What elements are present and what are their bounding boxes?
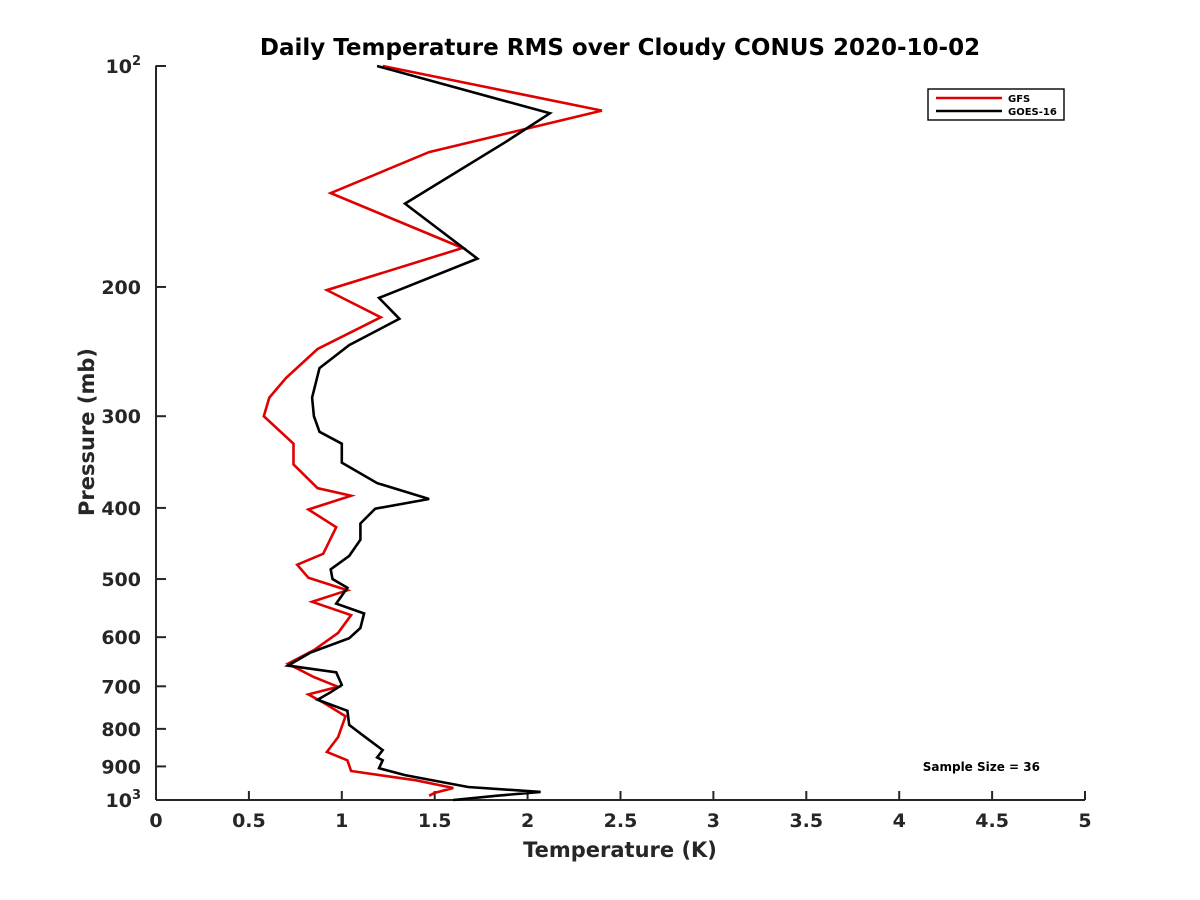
y-tick-label: 600 <box>101 627 141 649</box>
legend-label-goes-16: GOES-16 <box>1008 107 1057 118</box>
y-tick-label: 102 <box>106 54 142 78</box>
legend-box <box>927 88 1065 121</box>
y-tick-label: 700 <box>101 676 141 698</box>
series-line-gfs <box>262 64 603 797</box>
x-tick-label: 5 <box>1078 810 1091 832</box>
chart-title: Daily Temperature RMS over Cloudy CONUS … <box>260 35 980 61</box>
x-tick-label: 4.5 <box>975 810 1009 832</box>
x-tick-label: 1 <box>335 810 348 832</box>
series-line-goes-16 <box>283 64 554 802</box>
y-tick-label: 103 <box>106 788 142 812</box>
plot-area: 0 0.5 1 1.5 2 2.5 3 3.5 4 4.5 5 102 200 300 400 500 600 7… <box>101 54 1091 832</box>
x-tick-label: 2.5 <box>604 810 638 832</box>
y-tick-label: 200 <box>101 277 141 299</box>
y-tick-label: 900 <box>101 756 141 778</box>
legend: GFS GOES-16 <box>927 88 1065 121</box>
x-tick-label: 3.5 <box>789 810 823 832</box>
y-tick-label: 800 <box>101 719 141 741</box>
x-tick-label: 1.5 <box>418 810 452 832</box>
x-tick-label: 3 <box>707 810 720 832</box>
sample-size-annotation: Sample Size = 36 <box>923 760 1040 774</box>
legend-label-gfs: GFS <box>1008 94 1030 105</box>
x-axis-title: Temperature (K) <box>523 838 717 862</box>
y-axis-title: Pressure (mb) <box>75 348 99 516</box>
x-tick-label: 0 <box>149 810 162 832</box>
x-tick-label: 0.5 <box>232 810 266 832</box>
x-tick-label: 4 <box>893 810 906 832</box>
y-tick-label: 400 <box>101 498 141 520</box>
y-tick-label: 500 <box>101 569 141 591</box>
x-tick-label: 2 <box>521 810 534 832</box>
y-tick-label: 300 <box>101 406 141 428</box>
